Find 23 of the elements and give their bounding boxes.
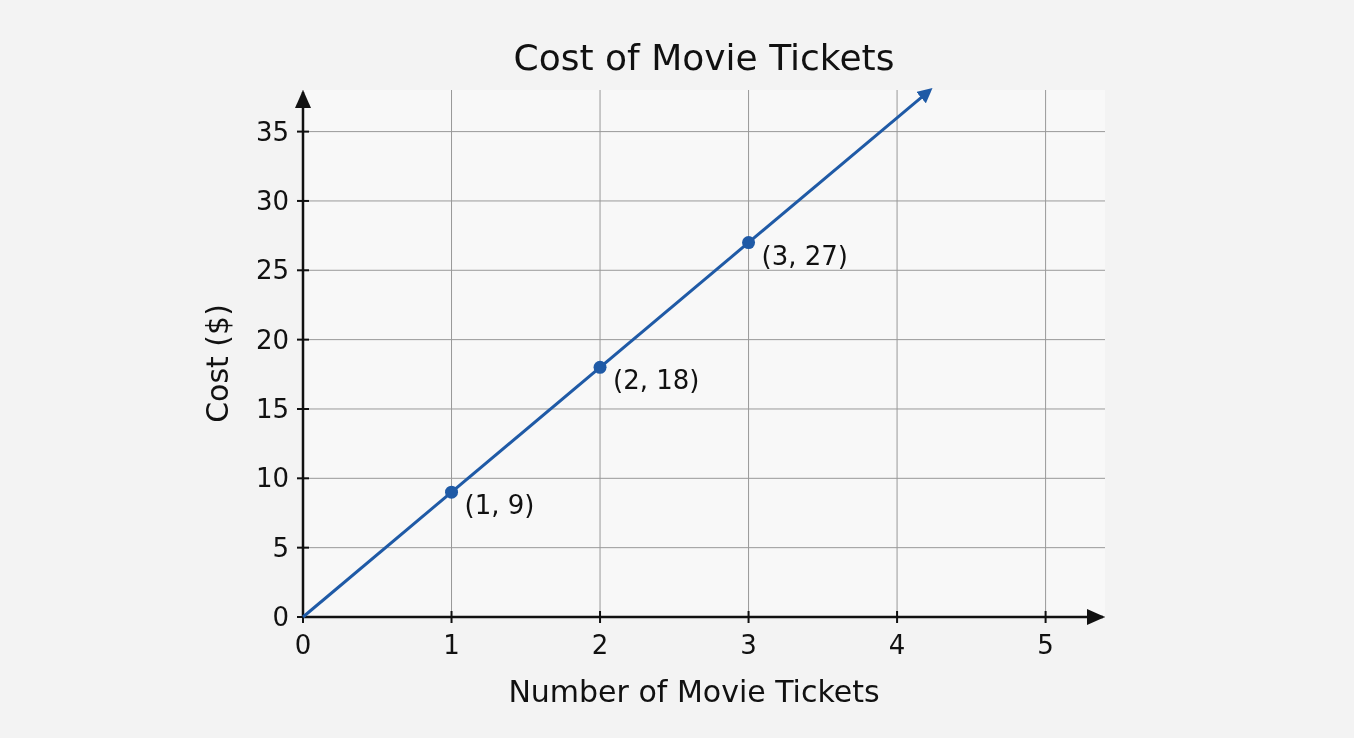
y-tick-label: 0 [272, 602, 289, 632]
x-tick-label: 4 [888, 630, 906, 660]
point [742, 236, 756, 250]
y-tick-label: 30 [255, 185, 289, 216]
y-tick-label: 15 [255, 393, 289, 424]
x-tick-label: 5 [1037, 630, 1054, 660]
y-tick-label: 5 [272, 532, 289, 563]
data-label: (1, 9) [464, 490, 535, 521]
x-tick-label: 3 [740, 630, 757, 660]
y-tick-label: 25 [255, 255, 289, 286]
x-tick-label: 1 [443, 630, 460, 660]
point [445, 485, 459, 499]
x-tick-label: 2 [591, 630, 609, 660]
y-tick-label: 20 [255, 324, 289, 355]
x-tick-label: 0 [294, 630, 312, 660]
y-axis-title: Cost ($) [200, 304, 235, 423]
x-axis-title: Number of Movie Tickets [508, 674, 880, 709]
chart-title: Cost of Movie Tickets [513, 37, 895, 78]
data-label: (2, 18) [613, 365, 700, 396]
data-label: (3, 27) [761, 240, 849, 271]
y-tick-label: 35 [255, 116, 289, 147]
point [593, 360, 607, 374]
y-tick-label: 10 [255, 463, 289, 494]
